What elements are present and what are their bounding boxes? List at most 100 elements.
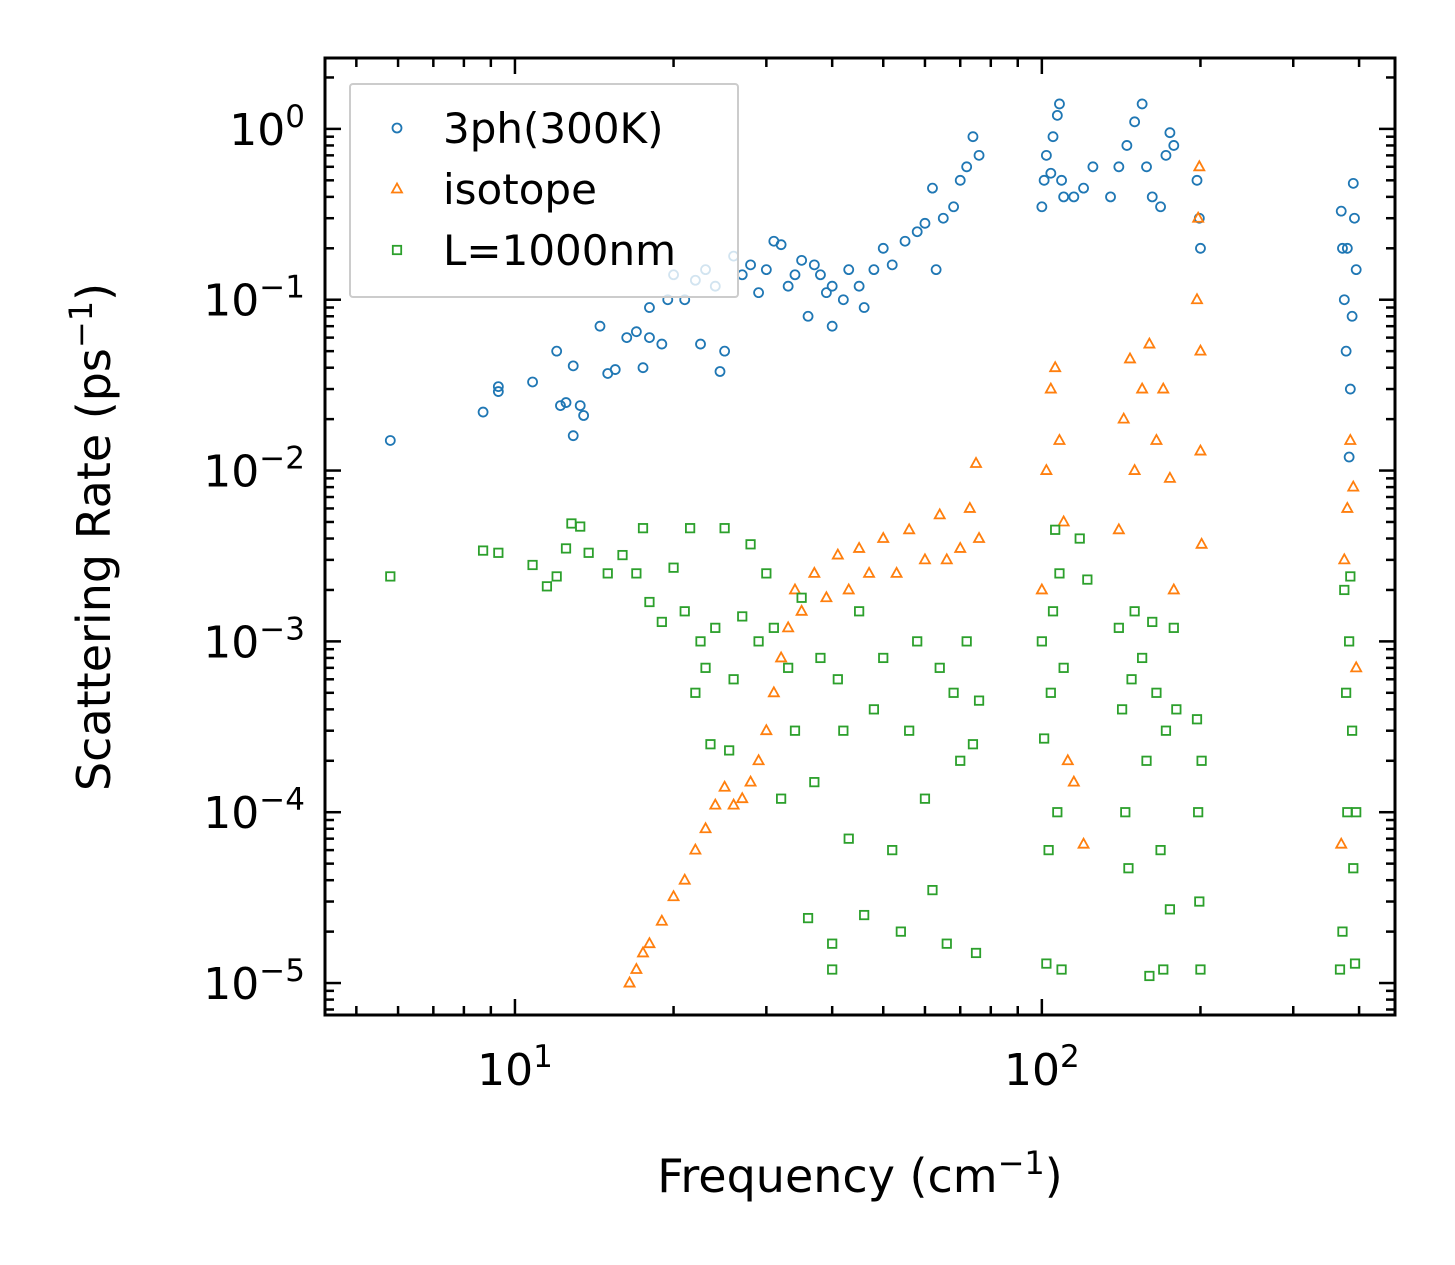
data-point bbox=[1129, 116, 1141, 128]
data-point bbox=[1056, 174, 1067, 186]
legend-label: L=1000nm bbox=[443, 226, 676, 275]
data-point bbox=[574, 400, 586, 411]
data-point bbox=[551, 345, 563, 357]
data-point bbox=[728, 674, 739, 685]
data-point bbox=[1082, 574, 1093, 585]
data-point bbox=[1054, 98, 1065, 110]
data-point bbox=[767, 685, 781, 698]
data-point bbox=[1058, 191, 1070, 203]
data-point bbox=[644, 332, 655, 344]
data-point bbox=[492, 386, 504, 397]
data-point bbox=[1339, 584, 1350, 596]
data-point bbox=[1341, 242, 1353, 254]
y-tick-label: 10−2 bbox=[203, 441, 305, 498]
data-point bbox=[602, 568, 613, 579]
data-point bbox=[551, 571, 562, 582]
data-point bbox=[685, 523, 696, 534]
data-point bbox=[560, 543, 572, 554]
y-tick-label: 10−3 bbox=[203, 611, 305, 668]
data-point bbox=[695, 636, 706, 647]
data-point bbox=[623, 975, 637, 988]
legend-item: 3ph(300K) bbox=[391, 104, 663, 153]
data-point bbox=[1067, 774, 1081, 787]
data-point bbox=[1337, 926, 1348, 937]
data-point bbox=[1149, 433, 1163, 445]
series-square bbox=[385, 518, 1362, 982]
data-point bbox=[630, 326, 642, 338]
data-point bbox=[1038, 174, 1050, 186]
data-point bbox=[1349, 958, 1361, 969]
data-point bbox=[789, 725, 801, 736]
data-point bbox=[1036, 636, 1047, 647]
data-point bbox=[719, 345, 731, 357]
data-point bbox=[753, 636, 764, 647]
data-point bbox=[831, 547, 845, 560]
data-point bbox=[705, 739, 716, 750]
data-point bbox=[967, 131, 979, 143]
data-point bbox=[895, 926, 906, 937]
data-point bbox=[708, 797, 722, 810]
data-point bbox=[710, 622, 721, 633]
data-point bbox=[1058, 662, 1069, 673]
data-point bbox=[700, 662, 711, 673]
data-point bbox=[737, 611, 748, 622]
data-point bbox=[954, 174, 966, 186]
x-tick-label: 102 bbox=[1004, 1039, 1080, 1096]
data-point bbox=[718, 779, 732, 792]
data-point bbox=[1338, 294, 1350, 306]
legend-box bbox=[349, 83, 739, 298]
data-point bbox=[1137, 652, 1148, 664]
data-point bbox=[789, 269, 801, 281]
data-point bbox=[1057, 514, 1071, 527]
data-point bbox=[953, 541, 967, 553]
data-point bbox=[1341, 687, 1352, 698]
data-point bbox=[837, 294, 849, 306]
data-point bbox=[636, 945, 650, 958]
data-point bbox=[761, 568, 772, 579]
data-point bbox=[1045, 167, 1057, 179]
data-point bbox=[918, 552, 932, 565]
y-tick-label: 100 bbox=[229, 99, 305, 156]
data-point bbox=[753, 287, 764, 299]
data-point bbox=[1121, 140, 1133, 151]
data-point bbox=[1117, 411, 1131, 424]
data-point bbox=[1346, 310, 1358, 322]
data-point bbox=[776, 793, 787, 804]
data-point bbox=[1054, 568, 1065, 579]
data-point bbox=[1337, 552, 1351, 565]
data-point bbox=[1350, 264, 1362, 276]
data-point bbox=[1147, 616, 1158, 628]
data-point bbox=[937, 212, 949, 224]
data-point bbox=[1343, 451, 1355, 463]
data-point bbox=[973, 695, 985, 706]
data-point bbox=[1194, 896, 1205, 907]
data-point bbox=[1347, 725, 1358, 736]
data-point bbox=[815, 269, 826, 281]
data-point bbox=[963, 501, 977, 513]
data-point bbox=[575, 521, 586, 532]
data-point bbox=[1195, 242, 1206, 254]
x-tick-label: 101 bbox=[477, 1039, 553, 1096]
data-point bbox=[1061, 753, 1075, 766]
data-point bbox=[642, 936, 656, 949]
data-point bbox=[919, 217, 931, 229]
data-point bbox=[1167, 582, 1181, 595]
data-point bbox=[1190, 292, 1204, 305]
plot-frame bbox=[323, 56, 1397, 1017]
data-point bbox=[1344, 636, 1355, 647]
data-point bbox=[1052, 807, 1063, 818]
data-point bbox=[1074, 533, 1085, 544]
y-tick-label: 10−4 bbox=[203, 782, 305, 839]
data-point bbox=[1163, 471, 1177, 483]
data-point bbox=[629, 962, 643, 974]
data-point bbox=[1193, 443, 1207, 456]
data-point bbox=[1164, 904, 1176, 915]
data-point bbox=[886, 259, 898, 271]
data-point bbox=[527, 559, 538, 571]
data-point bbox=[1142, 336, 1156, 349]
series-circle bbox=[384, 98, 1362, 463]
data-point bbox=[1052, 433, 1066, 445]
data-point bbox=[868, 264, 880, 276]
data-point bbox=[736, 269, 748, 281]
